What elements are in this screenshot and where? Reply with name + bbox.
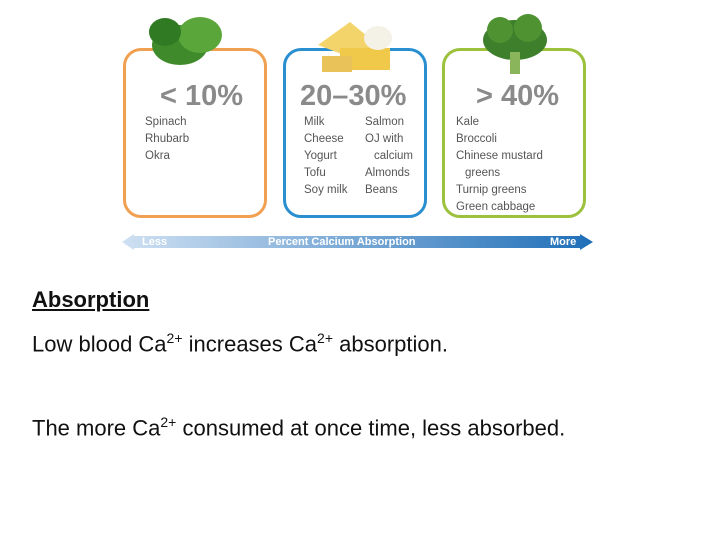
- arrow-label: Less: [142, 236, 168, 248]
- food-item: Spinach: [145, 116, 187, 128]
- food-item: OJ with: [365, 133, 404, 145]
- food-item: Milk: [304, 116, 325, 128]
- text: The more Ca: [32, 415, 161, 441]
- food-item: Beans: [365, 184, 398, 196]
- arrow-label: More: [550, 236, 577, 248]
- food-item: Turnip greens: [456, 184, 527, 196]
- food-item: Salmon: [365, 116, 404, 128]
- food-item: Kale: [456, 116, 480, 128]
- food-item: Green cabbage: [456, 201, 536, 213]
- food-item: Almonds: [365, 167, 410, 179]
- food-item: Yogurt: [304, 150, 337, 162]
- food-list: Kale Broccoli Chinese mustard greens Turnip …: [456, 114, 543, 216]
- text: Low blood Ca: [32, 331, 167, 357]
- text-line: The more Ca2+ consumed at once time, les…: [32, 414, 565, 441]
- food-list: Spinach Rhubarb Okra: [145, 114, 189, 165]
- food-list: Salmon OJ with calcium Almonds Beans: [365, 114, 413, 199]
- food-item: Rhubarb: [145, 133, 190, 145]
- food-images: [149, 14, 547, 74]
- superscript: 2+: [166, 330, 183, 346]
- food-item: Tofu: [304, 167, 326, 179]
- food-item: calcium: [374, 150, 413, 162]
- food-item: Soy milk: [304, 184, 348, 196]
- percent-label: 20–30%: [300, 80, 407, 112]
- percent-label: < 10%: [160, 80, 244, 112]
- percent-label: > 40%: [476, 80, 560, 112]
- text-line: Low blood Ca2+ increases Ca2+ absorption…: [32, 330, 448, 357]
- food-list: Milk Cheese Yogurt Tofu Soy milk: [304, 114, 347, 199]
- superscript: 2+: [160, 414, 177, 430]
- food-item: Chinese mustard: [456, 150, 543, 162]
- absorption-arrow: [122, 234, 593, 250]
- arrow-label: Percent Calcium Absorption: [268, 236, 416, 248]
- food-item: Broccoli: [456, 133, 497, 145]
- food-item: Okra: [145, 150, 170, 162]
- food-item: greens: [465, 167, 501, 179]
- text: consumed at once time, less absorbed.: [182, 415, 566, 441]
- superscript: 2+: [317, 330, 333, 346]
- food-item: Cheese: [304, 133, 344, 145]
- heading: Absorption: [32, 287, 150, 312]
- text: increases Ca: [188, 331, 318, 357]
- text: absorption.: [339, 331, 448, 357]
